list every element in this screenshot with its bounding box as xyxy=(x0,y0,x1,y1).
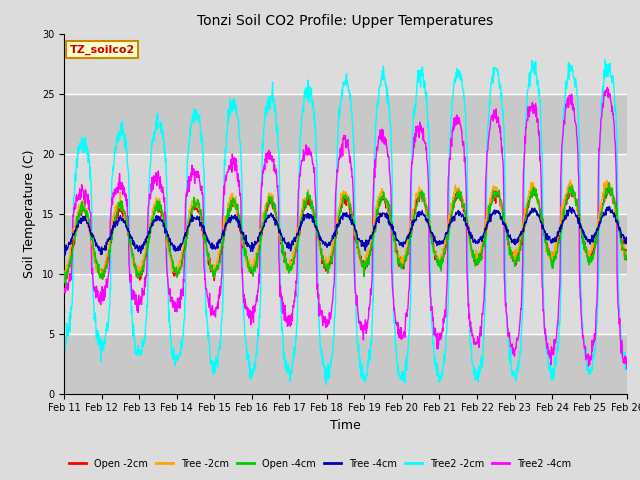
Bar xyxy=(64,214,627,274)
Title: Tonzi Soil CO2 Profile: Upper Temperatures: Tonzi Soil CO2 Profile: Upper Temperatur… xyxy=(198,14,493,28)
Bar xyxy=(64,274,627,334)
Bar xyxy=(64,34,627,94)
Text: TZ_soilco2: TZ_soilco2 xyxy=(70,44,135,55)
X-axis label: Time: Time xyxy=(330,419,361,432)
Bar xyxy=(64,154,627,214)
Y-axis label: Soil Temperature (C): Soil Temperature (C) xyxy=(23,149,36,278)
Bar xyxy=(64,334,627,394)
Legend: Open -2cm, Tree -2cm, Open -4cm, Tree -4cm, Tree2 -2cm, Tree2 -4cm: Open -2cm, Tree -2cm, Open -4cm, Tree -4… xyxy=(65,455,575,473)
Bar xyxy=(64,94,627,154)
